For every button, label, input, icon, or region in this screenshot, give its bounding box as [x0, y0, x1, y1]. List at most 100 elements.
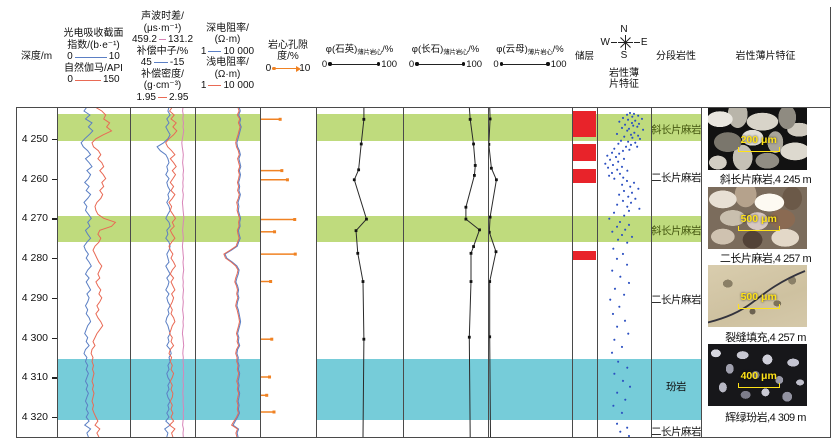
scatter-dot: [615, 132, 619, 135]
lithology-label: 斜长片麻岩: [651, 123, 701, 136]
reservoir-bar: [573, 169, 596, 183]
scatter-dot: [622, 157, 626, 161]
header-photos: 岩性薄片特征: [701, 7, 830, 107]
scatter-dot: [618, 275, 622, 279]
fracture-line: [708, 270, 806, 324]
scatter-dot: [615, 257, 619, 261]
scatter-dot: [617, 360, 620, 363]
scatter-dot: [625, 366, 629, 370]
scatter-dot: [615, 168, 619, 172]
reservoir-bar: [573, 110, 596, 138]
data-point-marker: [464, 217, 468, 221]
scatter-dot: [620, 183, 623, 186]
core-porosity-track: [260, 107, 316, 437]
scatter-dot: [617, 120, 621, 124]
data-point-marker: [361, 280, 365, 283]
scatter-dot: [618, 221, 622, 223]
porosity-arrow-tip: [270, 337, 274, 341]
lithology-label: 玢岩: [666, 381, 687, 394]
data-point-marker: [488, 215, 492, 219]
data-point-marker: [357, 168, 361, 172]
mica-scale: 0 100: [493, 58, 567, 70]
data-point-marker: [354, 229, 358, 233]
scatter-dot: [632, 112, 636, 116]
data-point-marker: [359, 142, 363, 146]
cnl-label: 补偿中子/%: [136, 45, 189, 57]
data-point-marker: [472, 142, 475, 146]
scatter-dot: [625, 179, 629, 182]
scatter-dot: [610, 171, 614, 174]
den-unit: (g·cm⁻³): [143, 80, 182, 91]
gr-scale: 0 150: [67, 74, 120, 86]
scatter-dot: [603, 162, 607, 165]
photo-caption: 斜长片麻岩,4 245 m: [719, 174, 812, 186]
photo-caption: 裂缝填充,4 257 m: [725, 332, 806, 344]
scatter-dot: [620, 233, 623, 236]
depth-tick: [52, 377, 57, 379]
rd-scale: 1 10 000: [200, 45, 255, 57]
scatter-dot: [633, 197, 637, 200]
lithology-label: 二长片麻岩: [651, 171, 701, 184]
pe-scale: 0 10: [67, 51, 120, 63]
porosity-arrow-tip: [293, 218, 297, 221]
scatter-dot: [612, 338, 616, 342]
scatter-dot: [617, 238, 620, 242]
lithology-label: 斜长片麻岩: [651, 225, 701, 238]
scatter-dot: [630, 191, 634, 195]
feldspar-track: [403, 107, 488, 437]
header-depth: 深度/m: [16, 7, 57, 107]
log-curve: [80, 107, 94, 437]
scatter-dot: [620, 345, 624, 348]
scatter-dot: [621, 379, 625, 383]
depth-tick: [52, 178, 57, 180]
scatter-dot: [637, 207, 641, 210]
depth-tick-label: 4 250: [21, 132, 48, 145]
scatter-dot: [622, 189, 626, 192]
scatter-dot: [610, 230, 614, 234]
scatter-dot: [610, 150, 613, 154]
log-curve: [165, 107, 178, 437]
photo-caption: 二长片麻岩,4 257 m: [719, 253, 812, 265]
scatter-dot: [632, 181, 636, 185]
header-core-porosity: 岩心孔隙 度/% 0 10: [260, 7, 316, 107]
scatter-dot: [623, 398, 627, 402]
scatter-dot: [632, 131, 636, 134]
ac-scale: 459.2 131.2: [131, 34, 194, 45]
data-point-marker: [488, 230, 491, 234]
scatter-dot: [626, 332, 630, 336]
header-reservoir: 储层: [572, 7, 597, 107]
header-lithology: 分段岩性: [651, 7, 701, 107]
porosity-scale: 0 10: [265, 62, 311, 74]
scatter-dot: [611, 405, 615, 408]
depth-tick: [52, 337, 57, 339]
log-curve: [224, 107, 242, 437]
scatter-dot: [616, 160, 620, 164]
depth-tick: [52, 138, 57, 140]
ac-label: 声波时差/: [141, 11, 184, 22]
header-feldspar: φ(长石)薄片岩心/% 0 100: [403, 7, 488, 107]
data-point-marker: [488, 117, 492, 121]
depth-tick-label: 4 300: [21, 331, 48, 344]
scatter-dot: [633, 119, 637, 123]
data-point-marker: [467, 335, 471, 339]
scatter-dot: [642, 128, 645, 132]
header-mica: φ(云母)薄片岩心/% 0 100: [488, 7, 572, 107]
scatter-dot: [636, 114, 640, 118]
scatter-dot: [609, 159, 612, 162]
scatter-dot: [627, 118, 630, 122]
scatter-dot: [625, 205, 629, 208]
data-point-marker: [362, 337, 366, 341]
scatter-dot: [636, 145, 639, 149]
scatter-dot: [605, 154, 609, 158]
scatter-dot: [637, 122, 641, 126]
scatter-dot: [612, 211, 616, 215]
scatter-dot: [625, 426, 628, 430]
scatter-dot: [621, 116, 625, 119]
mica-curve: [488, 107, 497, 437]
scatter-dot: [610, 269, 614, 273]
log-curve: [223, 107, 241, 437]
scatter-dot: [625, 113, 628, 117]
rd-unit: (Ω·m): [214, 34, 241, 45]
lithology-label-column: 斜长片麻岩 二长片麻岩 斜长片麻岩 二长片麻岩 玢岩 二长片麻岩: [651, 107, 701, 437]
data-point-marker: [489, 166, 493, 170]
